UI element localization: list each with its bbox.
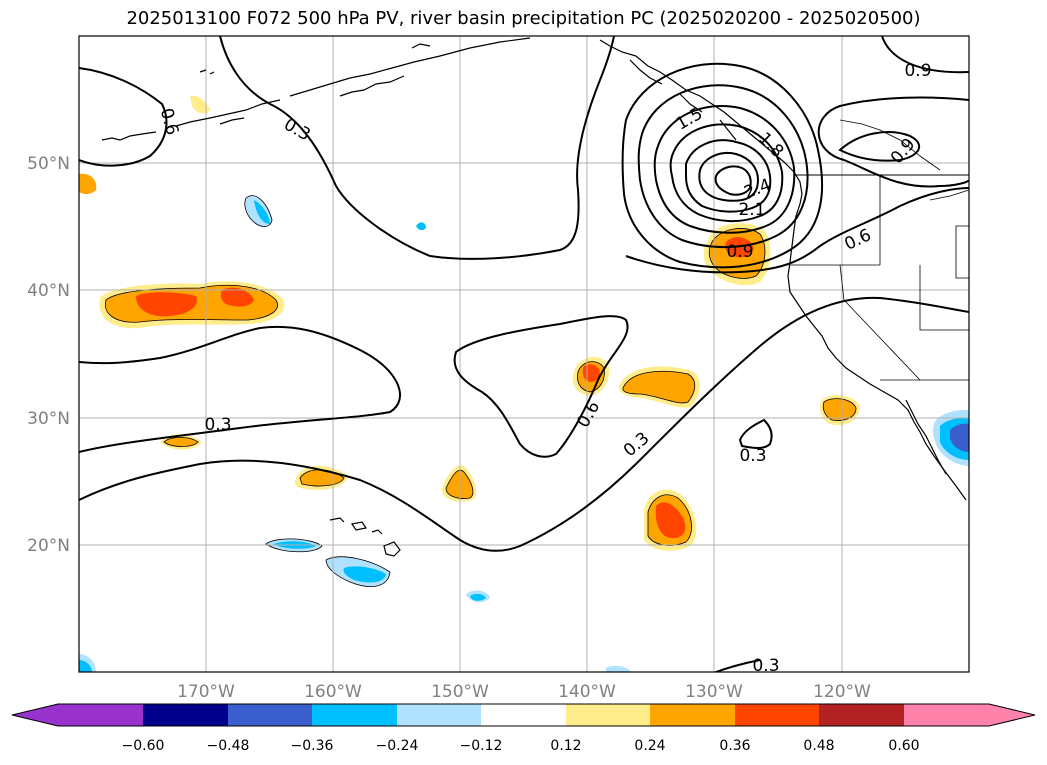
lon-tick-160w: 160°W [304,682,362,702]
precipitation-shading [79,95,969,672]
svg-text:0.3: 0.3 [739,446,766,466]
pv-contours [79,36,969,672]
svg-text:0.9: 0.9 [904,61,931,81]
colorbar-tick: −0.60 [122,738,165,754]
colorbar-extend-max [989,704,1035,726]
colorbar-tick: 0.48 [803,738,834,754]
colorbar-tick: 0.12 [550,738,581,754]
colorbar-tick: −0.48 [207,738,250,754]
colorbar-extend-min [12,704,58,726]
colorbar-tick: 0.24 [634,738,665,754]
lon-tick-120w: 120°W [813,682,871,702]
latitude-labels: 50°N 40°N 30°N 20°N [27,154,70,556]
colorbar-tick: 0.60 [888,738,919,754]
svg-text:0.3: 0.3 [204,415,231,435]
colorbar-bin [312,704,397,726]
lat-tick-50n: 50°N [27,154,70,174]
map-border [78,35,970,673]
colorbar: −0.60 −0.48 −0.36 −0.24 −0.12 0.12 0.24 … [11,703,1036,754]
lat-tick-30n: 30°N [27,409,70,429]
colorbar-bin [566,704,650,726]
colorbar-bin [481,704,566,726]
svg-text:2.1: 2.1 [738,200,765,220]
colorbar-ticks: −0.60 −0.48 −0.36 −0.24 −0.12 0.12 0.24 … [122,738,920,754]
svg-text:0.3: 0.3 [752,656,779,676]
map-title: 2025013100 F072 500 hPa PV, river basin … [126,8,921,29]
longitude-labels: 170°W 160°W 150°W 140°W 130°W 120°W [177,682,871,702]
colorbar-bin [650,704,735,726]
lon-tick-130w: 130°W [685,682,743,702]
colorbar-tick: 0.36 [719,738,750,754]
colorbar-bin [819,704,904,726]
colorbar-bin [143,704,228,726]
colorbar-bin [397,704,481,726]
coastlines [101,37,969,557]
colorbar-tick: −0.12 [460,738,503,754]
lon-tick-140w: 140°W [558,682,616,702]
svg-text:0.9: 0.9 [726,242,753,262]
colorbar-bin [58,704,143,726]
lat-tick-40n: 40°N [27,281,70,301]
lon-tick-150w: 150°W [431,682,489,702]
map-panel [79,36,969,672]
lon-tick-170w: 170°W [177,682,235,702]
colorbar-bin [735,704,819,726]
colorbar-bin [904,704,989,726]
colorbar-tick: −0.24 [376,738,419,754]
colorbar-bin [228,704,312,726]
colorbar-tick: −0.36 [291,738,334,754]
lat-tick-20n: 20°N [27,536,70,556]
